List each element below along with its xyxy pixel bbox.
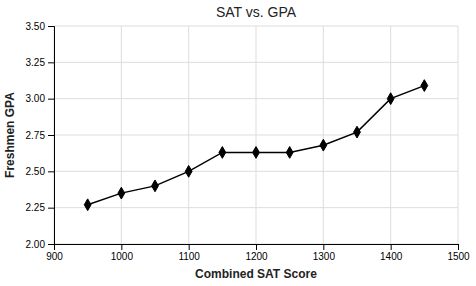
marker	[185, 165, 192, 177]
tick-label: 3.50	[26, 21, 46, 32]
grid-line	[54, 135, 458, 136]
marker	[387, 93, 394, 105]
tick: 2.75	[26, 130, 54, 141]
grid	[54, 26, 458, 244]
tick: 1500	[447, 244, 470, 262]
tick-label: 3.00	[26, 93, 46, 104]
marker	[152, 180, 159, 192]
tick: 3.50	[26, 21, 54, 32]
tick-mark	[48, 62, 54, 63]
tick-label: 3.25	[26, 57, 46, 68]
tick-mark	[458, 244, 459, 250]
tick-label: 2.75	[26, 130, 46, 141]
axis-line	[48, 27, 55, 245]
tick: 1000	[111, 244, 134, 262]
grid-line	[54, 98, 458, 99]
tick: 2.50	[26, 166, 54, 177]
line	[88, 86, 425, 205]
tick-label: 1200	[245, 251, 268, 262]
axis-line	[55, 245, 459, 251]
marker	[219, 147, 226, 159]
tick-label: 900	[46, 251, 63, 262]
marker	[320, 139, 327, 151]
marker	[84, 199, 91, 211]
tick-mark	[256, 244, 257, 250]
tick-mark	[121, 244, 122, 250]
tick: 3.00	[26, 93, 54, 104]
marker	[354, 126, 361, 138]
y-axis-title: Freshmen GPA	[3, 92, 17, 178]
x-axis-title: Combined SAT Score	[195, 267, 317, 281]
marker	[421, 80, 428, 92]
tick: 3.25	[26, 57, 54, 68]
tick-label: 1100	[178, 251, 200, 262]
tick-label: 2.25	[26, 202, 46, 213]
tick-label: 1300	[313, 251, 336, 262]
tick-mark	[48, 244, 54, 245]
series	[84, 80, 427, 211]
tick: 1100	[178, 244, 200, 262]
grid-line	[54, 62, 458, 63]
y-axis: 2.00 2.25 2.50 2.75 3.00 3.25 3.50	[26, 21, 55, 250]
title: SAT vs. GPA	[216, 4, 297, 20]
tick-label: 2.00	[26, 239, 46, 250]
tick: 900	[46, 244, 63, 262]
tick: 2.25	[26, 202, 54, 213]
tick-mark	[48, 99, 54, 100]
tick-mark	[48, 171, 54, 172]
tick-label: 1000	[111, 251, 134, 262]
tick-mark	[391, 244, 392, 250]
tick: 1200	[245, 244, 268, 262]
marker	[253, 147, 260, 159]
tick: 1400	[380, 244, 403, 262]
tick-label: 1500	[447, 251, 470, 262]
grid-line	[54, 171, 458, 172]
x-axis: 900 1000 1100 1200 1300 1400 1500	[46, 244, 470, 262]
tick: 1300	[313, 244, 336, 262]
chart: 9001000110012001300140015002.002.252.502…	[0, 0, 476, 286]
grid-line	[54, 26, 458, 27]
tick-label: 1400	[380, 251, 403, 262]
tick-mark	[48, 26, 54, 27]
tick-mark	[48, 135, 54, 136]
tick-mark	[323, 244, 324, 250]
grid-line	[54, 207, 458, 208]
marker	[286, 147, 293, 159]
tick-mark	[48, 208, 54, 209]
tick-mark	[189, 244, 190, 250]
plot-area: 9001000110012001300140015002.002.252.502…	[26, 21, 471, 262]
tick: 2.00	[26, 239, 54, 250]
marker	[118, 187, 125, 199]
tick-label: 2.50	[26, 166, 46, 177]
